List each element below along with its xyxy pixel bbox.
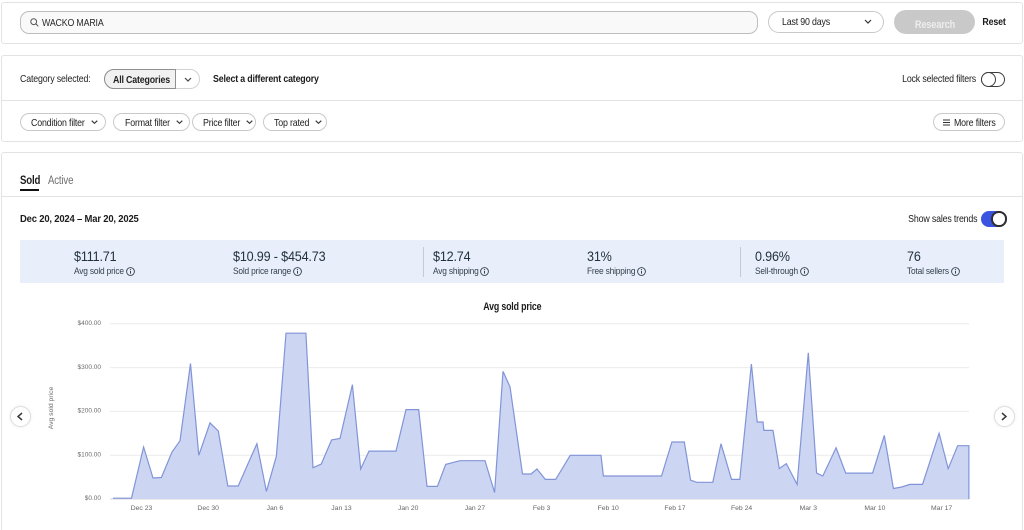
svg-text:Jan 27: Jan 27 (465, 505, 486, 512)
svg-text:Feb 24: Feb 24 (731, 505, 752, 512)
svg-text:Dec 23: Dec 23 (131, 505, 153, 512)
svg-text:Mar 10: Mar 10 (864, 505, 885, 512)
svg-text:Feb 3: Feb 3 (533, 505, 551, 512)
svg-text:Mar 17: Mar 17 (931, 505, 952, 512)
svg-text:Feb 10: Feb 10 (598, 505, 619, 512)
svg-text:Dec 30: Dec 30 (197, 505, 219, 512)
svg-text:Avg sold price: Avg sold price (48, 387, 55, 430)
svg-text:$300.00: $300.00 (78, 364, 102, 371)
svg-text:Jan 20: Jan 20 (398, 505, 419, 512)
svg-text:Mar 3: Mar 3 (800, 505, 818, 512)
svg-text:Jan 13: Jan 13 (331, 505, 352, 512)
svg-text:$0.00: $0.00 (85, 495, 102, 502)
svg-text:Jan 6: Jan 6 (267, 505, 284, 512)
svg-text:$100.00: $100.00 (78, 451, 102, 458)
svg-text:$200.00: $200.00 (78, 408, 102, 415)
svg-text:$400.00: $400.00 (78, 320, 102, 327)
svg-text:Feb 17: Feb 17 (664, 505, 685, 512)
